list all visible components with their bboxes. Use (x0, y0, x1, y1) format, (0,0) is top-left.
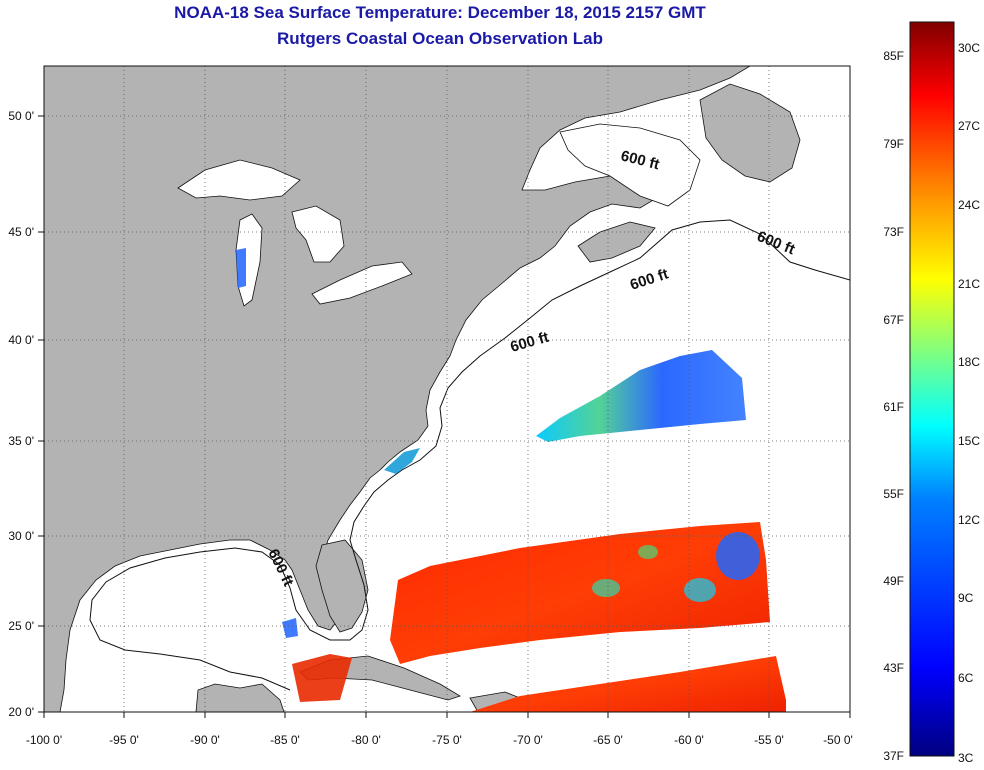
sst-swath-north (536, 350, 746, 442)
yucatan-land (195, 683, 285, 712)
florida-land (315, 539, 369, 633)
colorbar-c-label: 9C (958, 591, 974, 605)
lon-label: -50 0' (823, 733, 853, 747)
lon-label: -90 0' (190, 733, 220, 747)
shelf-contour-600ft (89, 219, 850, 691)
lat-label: 45 0' (8, 225, 34, 239)
map-title: NOAA-18 Sea Surface Temperature: Decembe… (174, 3, 706, 22)
lon-label: -60 0' (674, 733, 704, 747)
sst-cool-patch (684, 578, 716, 602)
lake-superior (177, 159, 301, 201)
colorbar-f-label: 43F (883, 661, 904, 675)
lake-erie-ontario (311, 261, 413, 305)
lake-huron (291, 205, 345, 263)
colorbar-f-label: 73F (883, 225, 904, 239)
lon-label: -70 0' (513, 733, 543, 747)
lon-label: -80 0' (351, 733, 381, 747)
sst-coastal-strip (384, 448, 420, 474)
nova-scotia-land (577, 221, 656, 263)
lat-label: 30 0' (8, 529, 34, 543)
lat-label: 50 0' (8, 109, 34, 123)
colorbar (909, 21, 955, 757)
gulf-st-lawrence (559, 123, 701, 207)
colorbar-f-label: 67F (883, 313, 904, 327)
colorbar-c-label: 3C (958, 751, 974, 765)
colorbar-c-label: 6C (958, 671, 974, 685)
lon-label: -65 0' (593, 733, 623, 747)
colorbar-f-label: 61F (883, 400, 904, 414)
colorbar-c-label: 27C (958, 119, 980, 133)
sst-coastal-strip (236, 248, 246, 288)
colorbar-f-label: 55F (883, 487, 904, 501)
lon-label: -85 0' (270, 733, 300, 747)
sst-swath-warm-band (390, 522, 770, 664)
colorbar-c-label: 18C (958, 355, 980, 369)
lat-ticks (38, 115, 44, 713)
colorbar-c-label: 24C (958, 198, 980, 212)
sst-swath-south (470, 656, 786, 712)
lat-label: 25 0' (8, 619, 34, 633)
lon-ticks (43, 712, 851, 718)
lat-label: 40 0' (8, 333, 34, 347)
colorbar-f-label: 79F (883, 137, 904, 151)
sst-swath-caribbean (292, 654, 352, 702)
sst-cool-patch (638, 545, 658, 559)
lon-label: -100 0' (26, 733, 62, 747)
sst-coastal-strip (282, 618, 298, 638)
sst-cool-patch (716, 532, 760, 580)
lon-label: -75 0' (432, 733, 462, 747)
colorbar-c-label: 21C (958, 277, 980, 291)
lat-label: 35 0' (8, 434, 34, 448)
colorbar-f-label: 37F (883, 749, 904, 763)
lat-label: 20 0' (8, 705, 34, 719)
lon-label: -55 0' (754, 733, 784, 747)
colorbar-c-label: 12C (958, 513, 980, 527)
newfoundland-land (699, 83, 801, 183)
colorbar-c-label: 15C (958, 434, 980, 448)
colorbar-f-label: 49F (883, 574, 904, 588)
lon-label: -95 0' (109, 733, 139, 747)
sst-cool-patch (592, 579, 620, 597)
colorbar-f-label: 85F (883, 49, 904, 63)
colorbar-c-label: 30C (958, 41, 980, 55)
north-america-land (44, 66, 751, 712)
map-subtitle: Rutgers Coastal Ocean Observation Lab (277, 29, 603, 48)
